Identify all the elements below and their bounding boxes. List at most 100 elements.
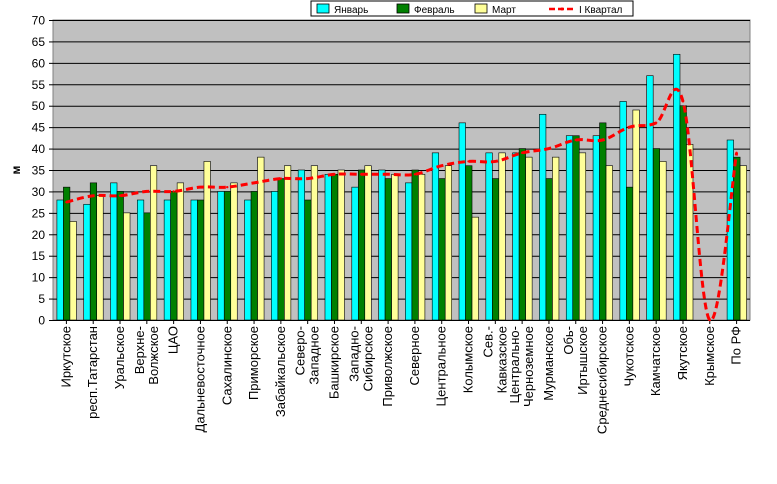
quarter-point	[547, 147, 551, 150]
bar-february	[331, 173, 339, 321]
bar-january	[351, 186, 359, 321]
x-category-label: Дальневосточное	[192, 326, 207, 432]
quarter-point	[252, 181, 256, 185]
bar-february	[411, 169, 419, 321]
bar-february	[438, 178, 446, 321]
bar-march	[498, 152, 506, 321]
y-tick-label: 60	[32, 56, 46, 70]
bar-january	[190, 199, 198, 321]
quarter-point	[735, 151, 738, 155]
bar-february	[626, 186, 634, 321]
bar-march	[337, 169, 345, 321]
bar-january	[56, 199, 64, 321]
bar-march	[257, 156, 265, 321]
y-tick-label: 15	[32, 249, 46, 263]
x-category-label: Верхне-Волжское	[132, 326, 161, 385]
legend-label: Март	[492, 5, 516, 16]
bar-march	[69, 221, 77, 321]
bar-january	[619, 101, 627, 321]
x-category-label: Иркутское	[58, 326, 73, 388]
x-category-label: Сев.-Кавказское	[480, 326, 509, 393]
bar-march	[96, 195, 104, 321]
x-category-label: Камчатское	[648, 326, 663, 396]
x-category-label: Забайкальское	[273, 326, 288, 417]
bar-february	[465, 165, 473, 321]
x-category-label: Западно-Сибирское	[346, 326, 375, 391]
x-category-label: Обь-Иртышское	[561, 326, 590, 395]
bar-january	[297, 169, 305, 321]
quarter-line	[66, 87, 739, 322]
x-category-label: Северное	[407, 326, 422, 385]
quarter-point	[360, 173, 363, 176]
bar-march	[418, 173, 426, 321]
y-tick-label: 55	[32, 78, 46, 92]
x-category-label: Сахалинское	[219, 326, 234, 405]
x-category-label: Крымское	[702, 326, 717, 386]
bar-march	[391, 173, 399, 321]
bar-january	[244, 199, 252, 321]
bar-january	[485, 152, 493, 321]
y-tick-label: 10	[32, 271, 46, 285]
bar-february	[116, 191, 124, 321]
bar-february	[518, 148, 526, 321]
bar-february	[250, 191, 258, 321]
quarter-point	[494, 160, 497, 163]
bar-march	[552, 156, 560, 321]
legend-label: I Квартал	[579, 5, 623, 16]
bar-february	[599, 122, 607, 321]
y-tick-label: 40	[32, 142, 46, 156]
bar-march	[578, 152, 587, 321]
quarter-point	[118, 194, 122, 197]
x-category-label: Якутское	[675, 326, 690, 380]
bar-march	[659, 161, 667, 321]
y-tick-label: 20	[32, 228, 46, 242]
bar-march	[605, 165, 613, 321]
y-tick-label: 25	[32, 206, 46, 220]
x-category-label: Уральское	[112, 326, 127, 389]
bar-march	[471, 216, 479, 321]
quarter-point	[92, 194, 95, 197]
bar-february	[89, 182, 98, 321]
bar-march	[686, 143, 694, 321]
bar-january	[110, 182, 118, 321]
legend-line-marker	[560, 7, 564, 11]
bar-march	[123, 212, 131, 321]
x-category-label: Мурманское	[541, 326, 556, 401]
bar-january	[271, 191, 279, 321]
bar-january	[217, 191, 225, 321]
bar-february	[545, 178, 553, 321]
bar-march	[525, 156, 533, 321]
y-axis-title: м	[9, 165, 23, 174]
bar-february	[679, 105, 687, 321]
bar-march	[176, 182, 184, 321]
y-tick-label: 30	[32, 185, 46, 199]
quarter-point	[467, 160, 470, 163]
quarter-point	[172, 190, 175, 193]
bar-february	[277, 178, 285, 321]
bar-january	[592, 135, 600, 321]
bar-march	[632, 109, 640, 321]
y-tick-label: 35	[32, 164, 46, 178]
quarter-point	[574, 138, 577, 142]
bar-january	[431, 152, 440, 321]
bar-january	[137, 199, 145, 321]
x-category-label: Приморское	[246, 326, 261, 400]
bar-march	[364, 165, 372, 321]
x-category-label: ЦАО	[166, 326, 181, 354]
legend-swatch	[316, 3, 330, 14]
y-tick-label: 50	[32, 99, 46, 113]
quarter-point	[628, 125, 631, 129]
y-tick-label: 0	[38, 314, 45, 328]
bar-february	[572, 135, 580, 321]
x-category-label: Колымское	[461, 326, 476, 393]
bar-february	[63, 186, 71, 321]
bar-january	[458, 122, 466, 321]
legend-box	[310, 0, 634, 17]
quarter-point	[413, 173, 417, 176]
bar-february	[384, 178, 392, 321]
y-tick-label: 65	[32, 35, 46, 49]
quarter-point	[65, 200, 68, 204]
bar-february	[357, 169, 366, 321]
